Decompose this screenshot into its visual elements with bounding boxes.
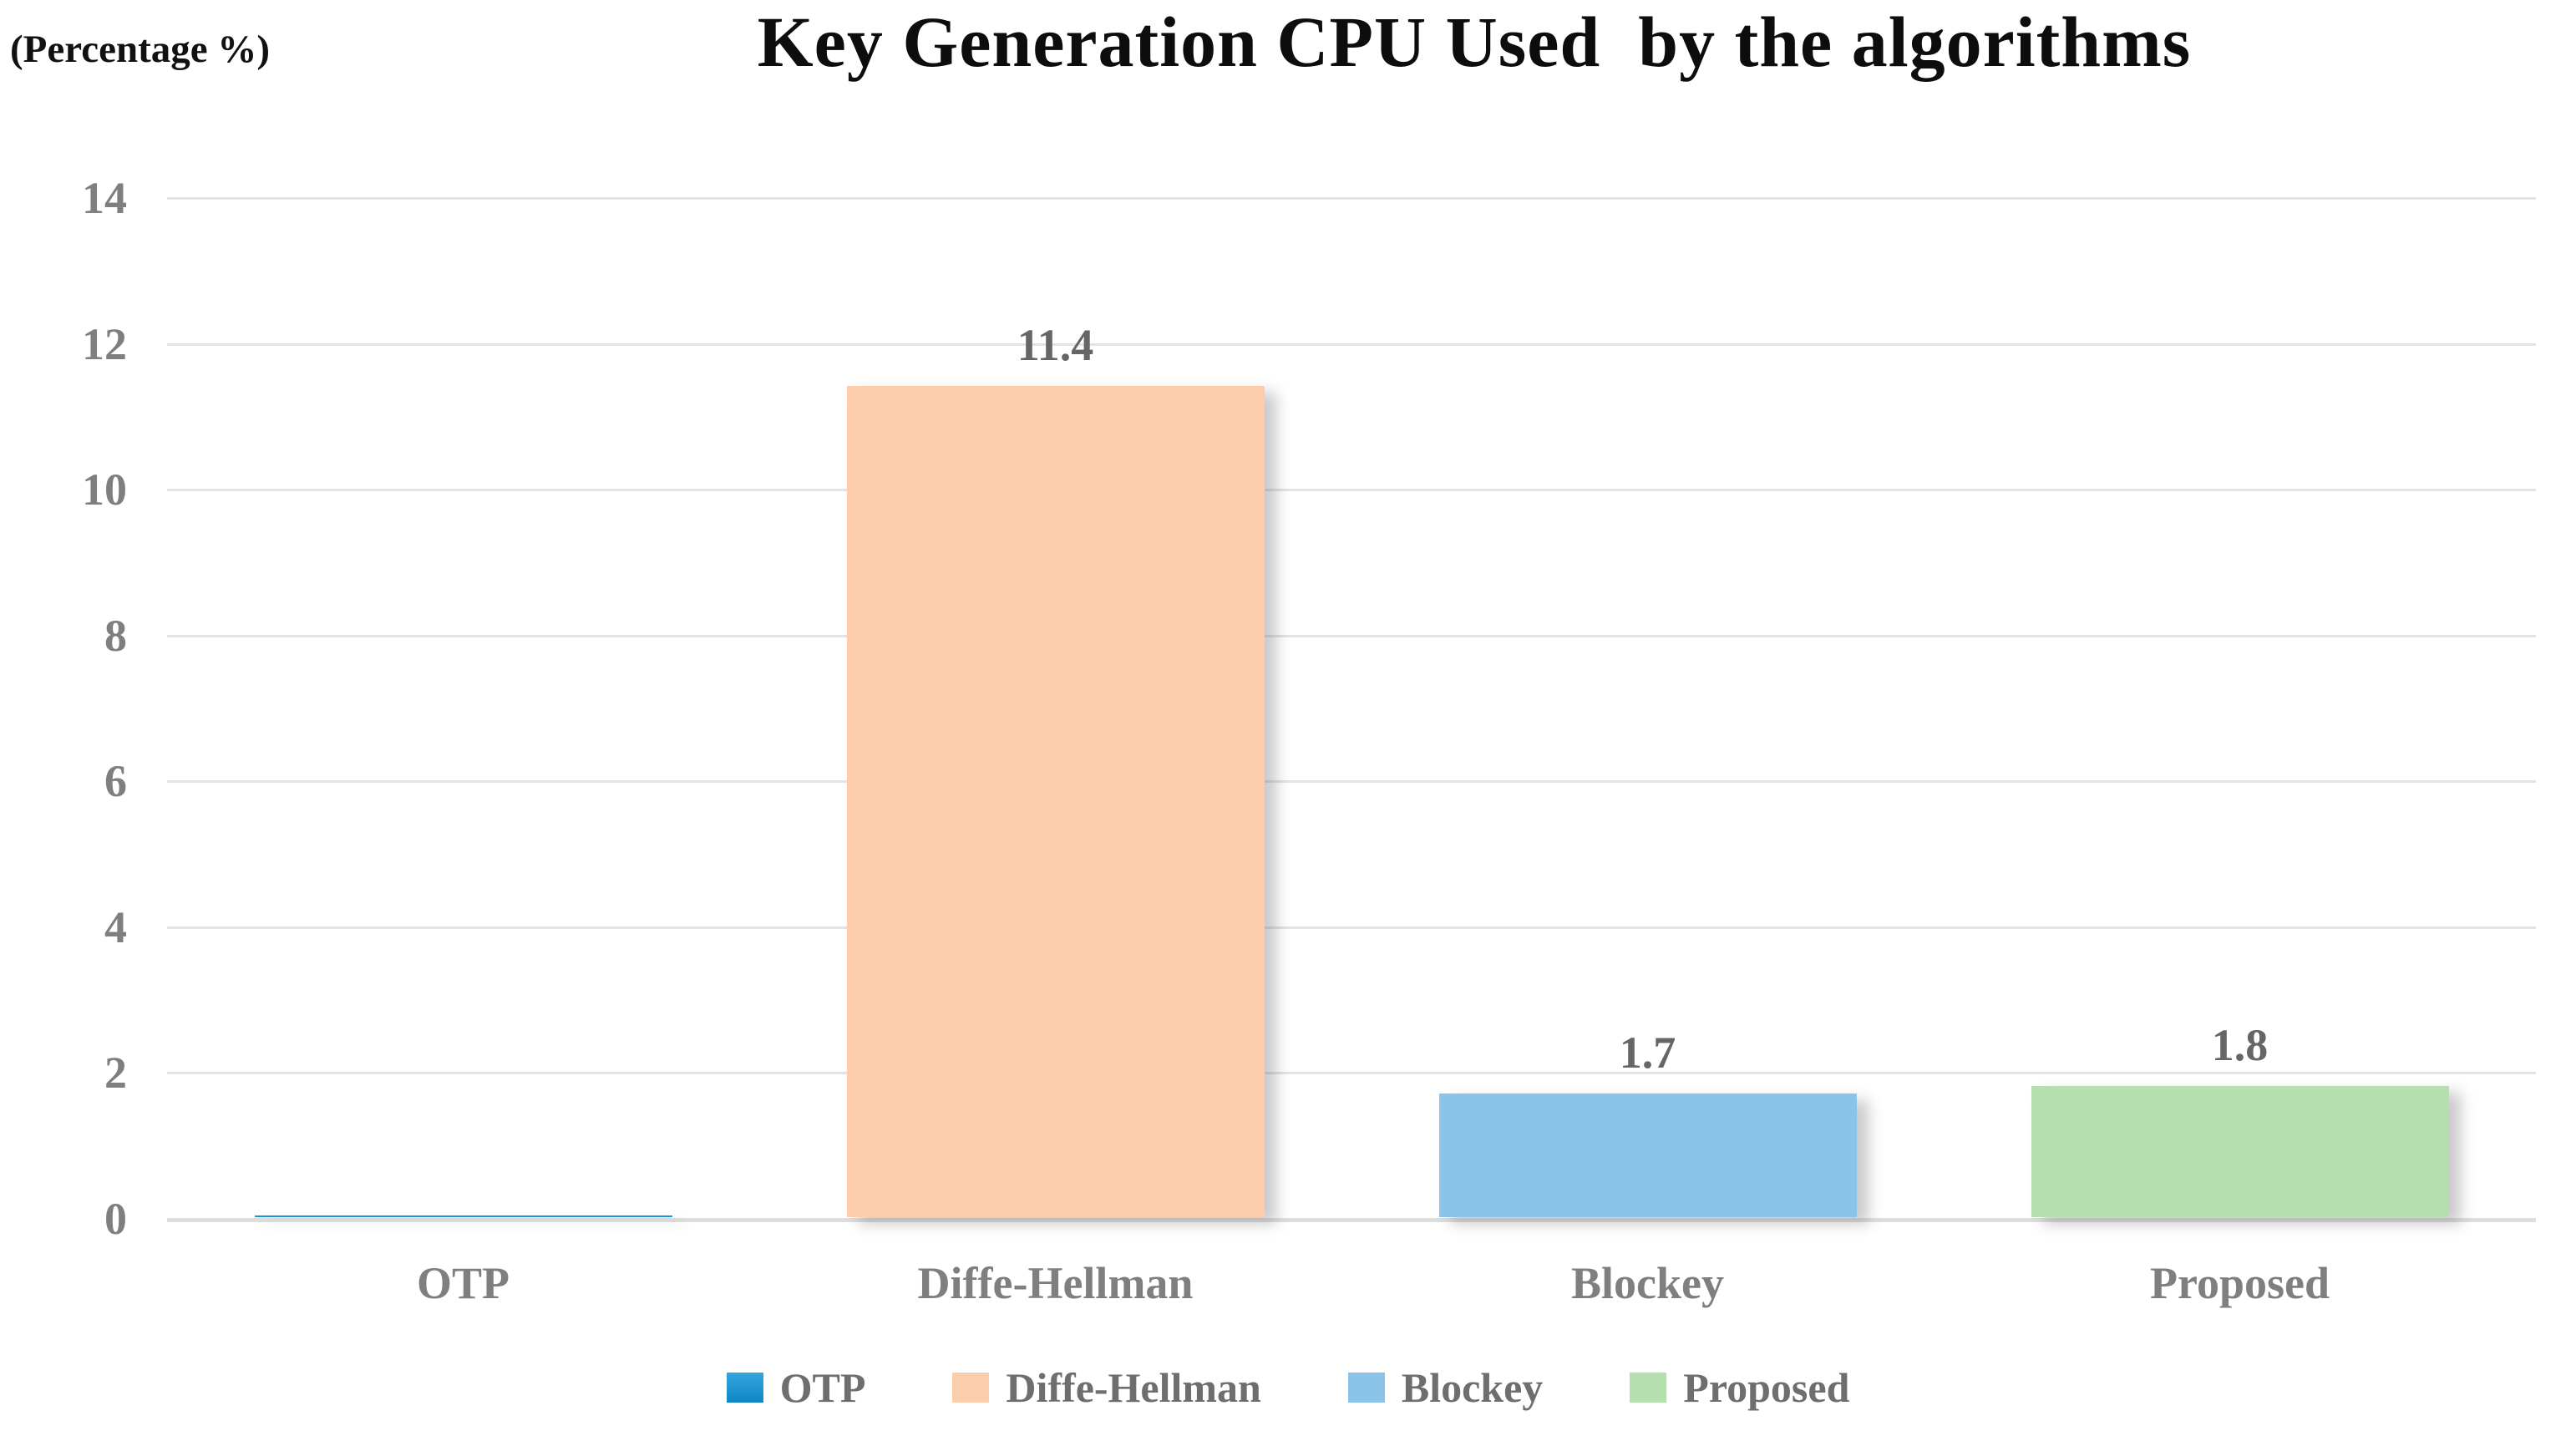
legend: OTP Diffe-Hellman Blockey Proposed xyxy=(0,1363,2576,1412)
legend-label-proposed: Proposed xyxy=(1683,1364,1850,1411)
gridline-0 xyxy=(167,1218,2536,1222)
gridline-2 xyxy=(167,1072,2536,1075)
y-tick-label-0: 0 xyxy=(104,1194,127,1244)
legend-swatch-diffe-hellman xyxy=(952,1373,990,1403)
bar-blockey xyxy=(1438,1093,1857,1217)
category-label-proposed: Proposed xyxy=(2149,1258,2330,1308)
plot-area: 11.4 1.7 1.8 xyxy=(167,197,2536,1222)
y-tick-label-6: 6 xyxy=(104,756,127,807)
y-tick-label-8: 8 xyxy=(104,610,127,661)
y-tick-label-4: 4 xyxy=(104,901,127,952)
legend-label-otp: OTP xyxy=(779,1364,866,1411)
value-label-proposed: 1.8 xyxy=(2211,1019,2269,1070)
category-label-diffe-hellman: Diffe-Hellman xyxy=(917,1258,1194,1308)
gridline-12 xyxy=(167,343,2536,346)
gridline-6 xyxy=(167,780,2536,784)
gridline-10 xyxy=(167,489,2536,492)
y-tick-label-10: 10 xyxy=(82,464,127,515)
y-tick-label-2: 2 xyxy=(104,1048,127,1099)
value-label-diffe-hellman: 11.4 xyxy=(1017,319,1094,370)
gridline-8 xyxy=(167,634,2536,637)
y-tick-label-14: 14 xyxy=(82,173,127,223)
y-axis-title: (Percentage %) xyxy=(10,28,271,71)
bar-otp xyxy=(254,1215,672,1217)
value-label-blockey: 1.7 xyxy=(1619,1027,1676,1078)
legend-swatch-blockey xyxy=(1347,1373,1385,1403)
legend-label-diffe-hellman: Diffe-Hellman xyxy=(1006,1364,1261,1411)
legend-item-otp: OTP xyxy=(726,1363,866,1412)
legend-label-blockey: Blockey xyxy=(1401,1364,1544,1411)
gridline-4 xyxy=(167,926,2536,929)
legend-swatch-proposed xyxy=(1630,1373,1667,1403)
y-tick-label-12: 12 xyxy=(82,318,127,369)
chart-title: Key Generation CPU Used by the algorithm… xyxy=(757,2,2192,82)
legend-item-proposed: Proposed xyxy=(1630,1363,1849,1412)
gridline-14 xyxy=(167,197,2536,200)
legend-item-diffe-hellman: Diffe-Hellman xyxy=(952,1363,1261,1412)
legend-item-blockey: Blockey xyxy=(1347,1363,1544,1412)
category-label-blockey: Blockey xyxy=(1571,1258,1724,1308)
bar-proposed xyxy=(2031,1085,2449,1217)
legend-swatch-otp xyxy=(726,1373,763,1403)
category-label-otp: OTP xyxy=(416,1258,510,1308)
bar-diffe-hellman xyxy=(846,385,1265,1217)
